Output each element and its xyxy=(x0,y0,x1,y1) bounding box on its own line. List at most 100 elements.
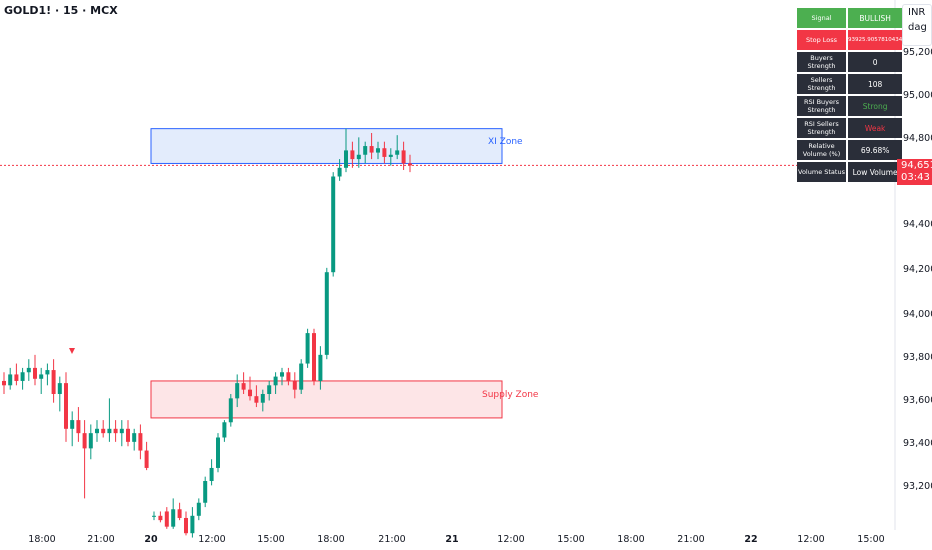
candle xyxy=(70,411,75,447)
time-tick-label: 21 xyxy=(445,534,459,545)
info-label: Stop Loss xyxy=(797,30,846,50)
time-tick-label: 15:00 xyxy=(557,534,585,545)
price-tick-label: 93,800 xyxy=(903,352,932,363)
candle-body xyxy=(222,422,227,438)
candle xyxy=(138,424,143,460)
candle-body xyxy=(119,428,124,434)
candle-body xyxy=(177,509,182,518)
candle-body xyxy=(203,481,208,503)
candle xyxy=(299,359,304,394)
time-tick-label: 18:00 xyxy=(617,534,645,545)
candle-body xyxy=(376,148,380,153)
candle-body xyxy=(216,437,220,468)
candle xyxy=(248,376,252,401)
info-row: Volume Status Low Volume xyxy=(797,162,903,182)
candle xyxy=(39,367,44,394)
candle xyxy=(132,428,137,451)
candle-body xyxy=(305,333,310,364)
price-tick-label: 93,200 xyxy=(903,481,932,492)
candle xyxy=(312,328,316,386)
candle xyxy=(196,498,201,521)
candle-body xyxy=(95,428,99,434)
candle xyxy=(344,128,348,173)
last-price-label: 94,651 03:43 xyxy=(897,159,932,185)
candle xyxy=(45,363,50,386)
time-tick-label: 22 xyxy=(744,534,758,545)
countdown-value: 03:43 xyxy=(901,172,930,183)
candle-body xyxy=(126,428,130,442)
candle xyxy=(203,476,208,508)
candle xyxy=(337,159,342,181)
unit-label: dag xyxy=(908,22,927,33)
candle-body xyxy=(388,154,393,157)
candle xyxy=(331,172,336,277)
candle xyxy=(241,372,246,394)
candle xyxy=(113,420,118,442)
candle-body xyxy=(363,146,368,155)
info-value: 0 xyxy=(848,52,903,72)
candle xyxy=(20,367,25,390)
candle-body xyxy=(70,420,75,429)
currency-unit-box[interactable]: INR dag xyxy=(902,4,932,46)
candle-body xyxy=(337,167,342,177)
candle xyxy=(107,398,112,442)
candle xyxy=(305,328,310,368)
info-row: Buyers Strength 0 xyxy=(797,52,903,72)
info-label: RSI Sellers Strength xyxy=(797,118,846,138)
candle xyxy=(171,498,176,529)
candle xyxy=(369,133,374,160)
symbol-title[interactable]: GOLD1! · 15 · MCX xyxy=(4,4,118,17)
currency-label: INR xyxy=(908,7,926,18)
time-tick-label: 15:00 xyxy=(257,534,285,545)
price-tick-label: 94,400 xyxy=(903,219,932,230)
candle xyxy=(14,363,19,386)
candle xyxy=(408,154,412,173)
candle-body xyxy=(324,272,329,355)
supply-zone-label: Supply Zone xyxy=(482,390,539,400)
candle xyxy=(235,374,240,408)
time-tick-label: 21:00 xyxy=(87,534,115,545)
candle-body xyxy=(144,450,149,468)
time-tick-label: 12:00 xyxy=(198,534,226,545)
xi-zone-box xyxy=(150,128,503,164)
candle xyxy=(126,420,130,447)
candle xyxy=(222,420,227,442)
candle xyxy=(228,394,233,427)
time-tick-label: 21:00 xyxy=(378,534,406,545)
price-tick-label: 94,000 xyxy=(903,309,932,320)
info-label: Buyers Strength xyxy=(797,52,846,72)
candle xyxy=(184,511,188,536)
price-tick-label: 94,800 xyxy=(903,133,932,144)
candle xyxy=(144,441,149,471)
candle xyxy=(363,141,368,164)
candle xyxy=(280,367,284,386)
candle-body xyxy=(331,176,336,273)
price-tick-label: 95,000 xyxy=(903,90,932,101)
candle-body xyxy=(228,398,233,423)
candle-body xyxy=(33,367,37,379)
time-tick-label: 21:00 xyxy=(677,534,705,545)
candle xyxy=(356,137,361,168)
candle xyxy=(324,267,329,360)
info-value: Strong xyxy=(848,96,903,116)
candle xyxy=(2,372,6,394)
candle-body xyxy=(171,509,176,527)
candle-body xyxy=(318,354,323,381)
info-row: Signal BULLISH xyxy=(797,8,903,28)
candle-body xyxy=(107,428,112,434)
info-row: Stop Loss 93925.9057810434 xyxy=(797,30,903,50)
price-tick-label: 94,200 xyxy=(903,264,932,275)
candle-body xyxy=(196,502,201,516)
candle-body xyxy=(401,150,406,164)
candle xyxy=(292,372,297,399)
candle-body xyxy=(382,148,387,157)
candle-body xyxy=(2,380,6,386)
candle xyxy=(190,507,195,538)
info-value: BULLISH xyxy=(848,8,903,28)
candle xyxy=(318,346,323,390)
candle-body xyxy=(190,515,195,534)
candle-body xyxy=(248,389,252,397)
candle xyxy=(382,141,387,164)
candle-body xyxy=(312,333,316,381)
